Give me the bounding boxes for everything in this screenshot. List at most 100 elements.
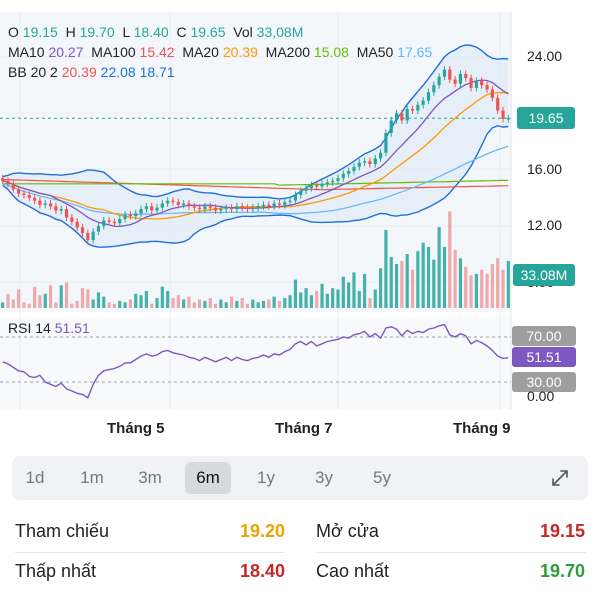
range-selector: 1d 1m 3m 6m 1y 3y 5y xyxy=(12,456,588,500)
volume-bar xyxy=(304,288,308,308)
low-price-value: 18.40 xyxy=(239,561,285,581)
candle-body xyxy=(96,226,101,232)
ma20-value: 20.39 xyxy=(222,44,258,60)
volume-bar xyxy=(229,296,234,308)
candle-body xyxy=(448,69,452,80)
candle-body xyxy=(432,85,436,93)
ma200-label: MA200 xyxy=(265,44,311,60)
candle-body xyxy=(203,206,207,210)
candle-body xyxy=(389,120,393,134)
candle-body xyxy=(299,190,303,196)
volume-bar xyxy=(336,289,340,308)
volume-bar xyxy=(421,242,425,308)
ma10-label: MA10 xyxy=(8,44,45,60)
candle-body xyxy=(187,203,191,207)
low-value: 18.40 xyxy=(133,24,169,40)
candle-body xyxy=(315,185,319,187)
candle-body xyxy=(182,203,186,205)
candle-body xyxy=(123,214,127,219)
candle-body xyxy=(144,206,148,210)
bb-upper-value: 22.08 xyxy=(100,64,136,80)
bb-label: BB 20 2 xyxy=(8,64,58,80)
volume-bar xyxy=(235,300,239,308)
volume-bar xyxy=(448,211,452,308)
range-tab-3y[interactable]: 3y xyxy=(315,468,333,487)
volume-bar xyxy=(11,299,15,308)
candle-body xyxy=(352,166,356,172)
volume-bar xyxy=(325,293,329,308)
volume-bar xyxy=(474,273,478,308)
volume-bar xyxy=(442,246,447,308)
candle-body xyxy=(54,206,58,211)
candle-body xyxy=(59,209,63,211)
volume-bar xyxy=(256,302,260,308)
rsi-level-30: 30.00 xyxy=(512,372,576,392)
ma10-line xyxy=(2,79,509,228)
candle-body xyxy=(378,152,383,159)
candle-body xyxy=(118,218,122,224)
volume-bar xyxy=(331,288,335,308)
candle-body xyxy=(251,207,255,210)
candle-body xyxy=(80,227,85,234)
volume-bar xyxy=(389,256,393,308)
high-price-value: 19.70 xyxy=(539,561,585,581)
high-label: H xyxy=(65,24,76,40)
volume-bar xyxy=(347,282,351,308)
range-tab-1y[interactable]: 1y xyxy=(257,468,275,487)
candle-body xyxy=(394,113,399,121)
candle-body xyxy=(485,85,489,90)
ma10-value: 20.27 xyxy=(48,44,84,60)
volume-bar xyxy=(352,272,356,308)
candle-body xyxy=(421,100,425,105)
ma200-value: 15.08 xyxy=(313,44,349,60)
candle-body xyxy=(112,221,117,224)
volume-bar xyxy=(315,290,319,308)
candle-body xyxy=(464,73,468,79)
volume-bar xyxy=(458,258,463,308)
volume-bar xyxy=(261,300,266,308)
candle-body xyxy=(261,204,266,207)
volume-bar xyxy=(453,249,457,308)
candle-body xyxy=(245,207,250,210)
volume-bar xyxy=(251,299,255,308)
volume-bar xyxy=(150,303,154,308)
candle-body xyxy=(27,195,31,198)
volume-bar xyxy=(373,289,377,308)
volume-bar xyxy=(219,299,223,308)
volume-bar xyxy=(464,266,468,308)
range-tab-6m[interactable]: 6m xyxy=(185,462,231,494)
volume-bar xyxy=(410,269,415,308)
candle-body xyxy=(277,203,282,205)
volume-bar xyxy=(144,290,148,308)
candle-body xyxy=(86,233,90,241)
low-label: L xyxy=(122,24,130,40)
price-tick-24: 24.00 xyxy=(527,48,563,64)
low-price-label: Thấp nhất xyxy=(15,561,97,581)
volume-bar xyxy=(166,290,170,308)
ma100-value: 15.42 xyxy=(139,44,175,60)
price-chart[interactable] xyxy=(0,0,600,445)
range-tab-1d[interactable]: 1d xyxy=(25,468,45,487)
volume-bar xyxy=(496,258,500,308)
rsi-line xyxy=(2,323,509,399)
candle-body xyxy=(219,209,223,211)
candle-body xyxy=(198,207,202,210)
month-label-september: Tháng 9 xyxy=(453,420,510,437)
bollinger-lower-line xyxy=(2,125,509,248)
range-tab-3m[interactable]: 3m xyxy=(138,468,162,487)
rsi-legend: RSI 14 51.51 xyxy=(8,320,90,336)
candle-body xyxy=(160,203,164,208)
range-tab-5y[interactable]: 5y xyxy=(373,468,391,487)
range-tab-1m[interactable]: 1m xyxy=(80,468,104,487)
candle-body xyxy=(363,161,367,163)
candle-body xyxy=(416,104,420,111)
volume-bar xyxy=(43,293,47,308)
candle-body xyxy=(38,200,42,205)
volume-bar xyxy=(426,246,431,308)
candle-body xyxy=(320,183,324,187)
volume-bar xyxy=(59,285,63,308)
volume-bar xyxy=(187,296,191,308)
volume-bar xyxy=(38,295,42,308)
expand-icon[interactable] xyxy=(550,468,570,488)
volume-bar xyxy=(341,276,345,308)
